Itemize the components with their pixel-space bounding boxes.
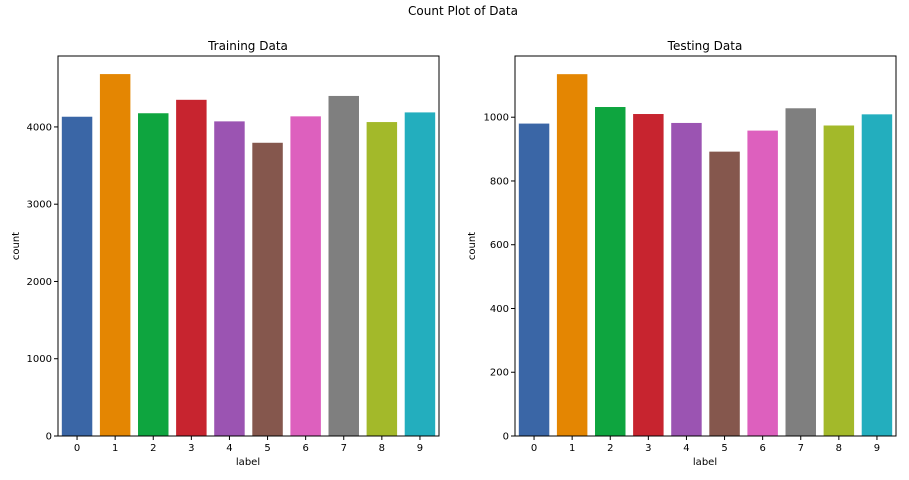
testing-bar-7 bbox=[785, 108, 816, 436]
training-ytick-label-2000: 2000 bbox=[27, 277, 52, 288]
testing-ytick-label-800: 800 bbox=[490, 176, 509, 187]
figure-suptitle: Count Plot of Data bbox=[408, 4, 518, 18]
testing-ytick-label-1000: 1000 bbox=[484, 113, 509, 124]
testing-xtick-label-7: 7 bbox=[798, 443, 804, 454]
testing-data-title: Testing Data bbox=[667, 39, 743, 53]
testing-bar-8 bbox=[823, 125, 855, 436]
training-ytick-label-3000: 3000 bbox=[27, 200, 52, 211]
training-xtick-label-8: 8 bbox=[379, 443, 385, 454]
training-ytick-label-1000: 1000 bbox=[27, 354, 52, 365]
testing-axes-frame bbox=[514, 55, 897, 437]
training-bar-8 bbox=[366, 122, 398, 436]
testing-ytick-label-600: 600 bbox=[490, 240, 509, 251]
testing-xtick-label-2: 2 bbox=[607, 443, 613, 454]
training-bar-2 bbox=[138, 113, 169, 436]
training-ytick-label-0: 0 bbox=[46, 432, 52, 443]
training-bar-4 bbox=[214, 121, 245, 437]
testing-xtick-label-3: 3 bbox=[645, 443, 651, 454]
training-xtick-label-3: 3 bbox=[188, 443, 194, 454]
testing-data-xlabel: label bbox=[693, 457, 717, 468]
training-data-title: Training Data bbox=[207, 39, 288, 53]
testing-data-ylabel: count bbox=[467, 232, 478, 260]
testing-xtick-label-8: 8 bbox=[836, 443, 842, 454]
testing-bar-5 bbox=[709, 151, 740, 436]
training-xtick-label-6: 6 bbox=[302, 443, 308, 454]
training-xtick-label-5: 5 bbox=[264, 443, 270, 454]
training-ytick-label-4000: 4000 bbox=[27, 122, 52, 133]
training-xtick-label-1: 1 bbox=[112, 443, 118, 454]
testing-xtick-label-5: 5 bbox=[721, 443, 727, 454]
training-bar-1 bbox=[99, 74, 131, 436]
testing-xtick-label-9: 9 bbox=[874, 443, 880, 454]
training-bar-3 bbox=[176, 99, 207, 436]
training-xtick-label-7: 7 bbox=[341, 443, 347, 454]
training-bar-7 bbox=[328, 95, 359, 436]
testing-bar-6 bbox=[747, 130, 778, 436]
training-data-ylabel: count bbox=[11, 232, 22, 260]
testing-ytick-label-0: 0 bbox=[503, 432, 509, 443]
training-bar-0 bbox=[61, 116, 93, 436]
training-bar-9 bbox=[404, 112, 436, 436]
testing-xtick-label-6: 6 bbox=[759, 443, 765, 454]
training-xtick-label-2: 2 bbox=[150, 443, 156, 454]
training-xtick-label-9: 9 bbox=[417, 443, 423, 454]
training-bar-6 bbox=[290, 116, 321, 436]
testing-bar-1 bbox=[556, 74, 588, 437]
testing-ytick-label-200: 200 bbox=[490, 368, 509, 379]
testing-bar-0 bbox=[518, 123, 550, 436]
training-xtick-label-4: 4 bbox=[226, 443, 232, 454]
testing-data-subplot: Testing Data label count 0 1 2 3 4 5 6 7 8 9 0 200 4… bbox=[467, 39, 897, 468]
training-axes-frame bbox=[57, 55, 440, 437]
testing-xtick-label-1: 1 bbox=[569, 443, 575, 454]
testing-bar-4 bbox=[671, 122, 702, 436]
testing-ytick-label-400: 400 bbox=[490, 304, 509, 315]
testing-xtick-label-0: 0 bbox=[531, 443, 537, 454]
testing-xtick-label-4: 4 bbox=[683, 443, 689, 454]
training-xtick-label-0: 0 bbox=[74, 443, 80, 454]
training-data-subplot: Training Data label count 0 1 2 3 4 5 6 7 8 9 0 100… bbox=[11, 39, 440, 468]
testing-bar-2 bbox=[595, 107, 626, 436]
testing-bar-3 bbox=[633, 114, 664, 437]
testing-bar-9 bbox=[861, 114, 893, 436]
training-data-xlabel: label bbox=[236, 457, 260, 468]
training-bar-5 bbox=[252, 142, 283, 436]
